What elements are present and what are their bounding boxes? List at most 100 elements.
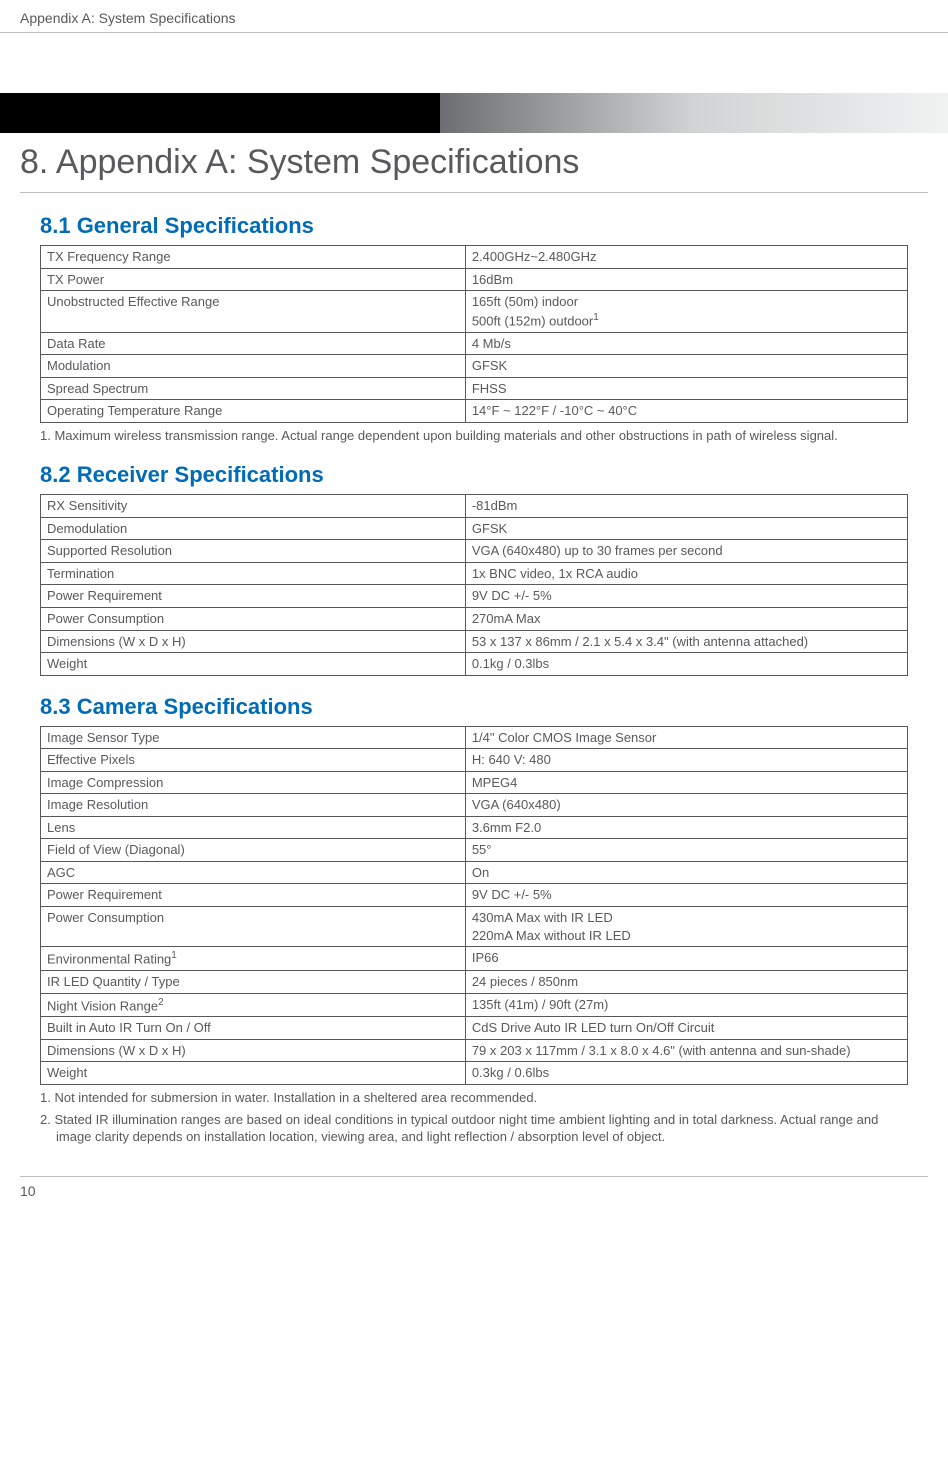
spec-value: IP66 xyxy=(465,947,907,971)
section-title-receiver: 8.2 Receiver Specifications xyxy=(40,462,908,488)
spec-value: H: 640 V: 480 xyxy=(465,749,907,772)
spec-label: Supported Resolution xyxy=(41,540,466,563)
spec-label: Field of View (Diagonal) xyxy=(41,839,466,862)
spec-label: Weight xyxy=(41,653,466,676)
spec-label: Image Compression xyxy=(41,771,466,794)
spec-label: AGC xyxy=(41,861,466,884)
table-row: Effective PixelsH: 640 V: 480 xyxy=(41,749,908,772)
section-title-general: 8.1 General Specifications xyxy=(40,213,908,239)
footnote-ref: 1 xyxy=(593,312,599,323)
spec-label: TX Power xyxy=(41,268,466,291)
spec-value: 3.6mm F2.0 xyxy=(465,816,907,839)
footnotes-camera: 1. Not intended for submersion in water.… xyxy=(40,1089,908,1146)
page-number: 10 xyxy=(20,1183,36,1199)
table-row: Environmental Rating1IP66 xyxy=(41,947,908,971)
spec-value: GFSK xyxy=(465,355,907,378)
spec-label: Unobstructed Effective Range xyxy=(41,291,466,332)
table-row: Power Consumption270mA Max xyxy=(41,607,908,630)
running-title: Appendix A: System Specifications xyxy=(20,10,236,26)
spec-label: Image Resolution xyxy=(41,794,466,817)
table-row: Termination1x BNC video, 1x RCA audio xyxy=(41,562,908,585)
section-title-camera: 8.3 Camera Specifications xyxy=(40,694,908,720)
spec-label: Power Consumption xyxy=(41,607,466,630)
spec-value: CdS Drive Auto IR LED turn On/Off Circui… xyxy=(465,1017,907,1040)
footnote-ref: 2 xyxy=(158,997,164,1008)
table-row: Supported ResolutionVGA (640x480) up to … xyxy=(41,540,908,563)
footnote: 1. Maximum wireless transmission range. … xyxy=(40,427,908,445)
table-row: ModulationGFSK xyxy=(41,355,908,378)
page-footer: 10 xyxy=(20,1176,928,1209)
gradient-bar xyxy=(440,93,948,133)
footnote: 2. Stated IR illumination ranges are bas… xyxy=(40,1111,908,1146)
footnote-ref: 1 xyxy=(171,950,177,961)
table-row: TX Frequency Range2.400GHz~2.480GHz xyxy=(41,246,908,269)
spec-label: Dimensions (W x D x H) xyxy=(41,630,466,653)
table-receiver: RX Sensitivity-81dBmDemodulationGFSKSupp… xyxy=(40,494,908,675)
spec-value: 4 Mb/s xyxy=(465,332,907,355)
spec-label: Power Requirement xyxy=(41,585,466,608)
table-row: RX Sensitivity-81dBm xyxy=(41,495,908,518)
spec-label: Termination xyxy=(41,562,466,585)
spec-label: TX Frequency Range xyxy=(41,246,466,269)
spec-value: -81dBm xyxy=(465,495,907,518)
table-row: Power Requirement9V DC +/- 5% xyxy=(41,585,908,608)
spec-value: 53 x 137 x 86mm / 2.1 x 5.4 x 3.4" (with… xyxy=(465,630,907,653)
spec-label: Modulation xyxy=(41,355,466,378)
spec-value: 430mA Max with IR LED220mA Max without I… xyxy=(465,907,907,947)
spec-value: On xyxy=(465,861,907,884)
table-row: Spread SpectrumFHSS xyxy=(41,377,908,400)
spec-label: Power Requirement xyxy=(41,884,466,907)
table-row: Image ResolutionVGA (640x480) xyxy=(41,794,908,817)
black-bar xyxy=(0,93,440,133)
spec-label: Power Consumption xyxy=(41,907,466,947)
spec-value: 24 pieces / 850nm xyxy=(465,970,907,993)
table-row: Power Consumption430mA Max with IR LED22… xyxy=(41,907,908,947)
spec-value: VGA (640x480) xyxy=(465,794,907,817)
spec-label: IR LED Quantity / Type xyxy=(41,970,466,993)
table-row: Data Rate4 Mb/s xyxy=(41,332,908,355)
page-title: 8. Appendix A: System Specifications xyxy=(20,143,928,193)
table-row: Image CompressionMPEG4 xyxy=(41,771,908,794)
spec-label: Data Rate xyxy=(41,332,466,355)
table-row: Unobstructed Effective Range165ft (50m) … xyxy=(41,291,908,332)
spec-label: Demodulation xyxy=(41,517,466,540)
spec-value: 270mA Max xyxy=(465,607,907,630)
spec-label: Image Sensor Type xyxy=(41,726,466,749)
footnote: 1. Not intended for submersion in water.… xyxy=(40,1089,908,1107)
spec-value: 165ft (50m) indoor500ft (152m) outdoor1 xyxy=(465,291,907,332)
spec-label: Lens xyxy=(41,816,466,839)
spec-label: RX Sensitivity xyxy=(41,495,466,518)
table-row: Dimensions (W x D x H)53 x 137 x 86mm / … xyxy=(41,630,908,653)
spec-value: VGA (640x480) up to 30 frames per second xyxy=(465,540,907,563)
table-row: Field of View (Diagonal)55° xyxy=(41,839,908,862)
table-row: Dimensions (W x D x H)79 x 203 x 117mm /… xyxy=(41,1039,908,1062)
table-row: IR LED Quantity / Type24 pieces / 850nm xyxy=(41,970,908,993)
spec-label: Built in Auto IR Turn On / Off xyxy=(41,1017,466,1040)
running-header: Appendix A: System Specifications xyxy=(0,0,948,33)
table-row: Weight0.1kg / 0.3lbs xyxy=(41,653,908,676)
table-row: DemodulationGFSK xyxy=(41,517,908,540)
spec-label: Environmental Rating1 xyxy=(41,947,466,971)
spec-label: Night Vision Range2 xyxy=(41,993,466,1017)
table-row: Night Vision Range2135ft (41m) / 90ft (2… xyxy=(41,993,908,1017)
table-row: Weight0.3kg / 0.6lbs xyxy=(41,1062,908,1085)
spec-value: 0.1kg / 0.3lbs xyxy=(465,653,907,676)
spec-value: GFSK xyxy=(465,517,907,540)
decorative-bar xyxy=(0,93,948,133)
spec-value: 135ft (41m) / 90ft (27m) xyxy=(465,993,907,1017)
spec-value: MPEG4 xyxy=(465,771,907,794)
spec-value: 55° xyxy=(465,839,907,862)
content: 8.1 General Specifications TX Frequency … xyxy=(0,213,948,1146)
table-row: AGCOn xyxy=(41,861,908,884)
table-row: Power Requirement9V DC +/- 5% xyxy=(41,884,908,907)
table-row: TX Power16dBm xyxy=(41,268,908,291)
spec-value: 14°F ~ 122°F / -10°C ~ 40°C xyxy=(465,400,907,423)
spec-value: 16dBm xyxy=(465,268,907,291)
table-row: Operating Temperature Range14°F ~ 122°F … xyxy=(41,400,908,423)
spec-value: FHSS xyxy=(465,377,907,400)
table-row: Lens3.6mm F2.0 xyxy=(41,816,908,839)
spec-value: 1x BNC video, 1x RCA audio xyxy=(465,562,907,585)
spec-value: 9V DC +/- 5% xyxy=(465,585,907,608)
table-general: TX Frequency Range2.400GHz~2.480GHzTX Po… xyxy=(40,245,908,423)
footnotes-general: 1. Maximum wireless transmission range. … xyxy=(40,427,908,445)
